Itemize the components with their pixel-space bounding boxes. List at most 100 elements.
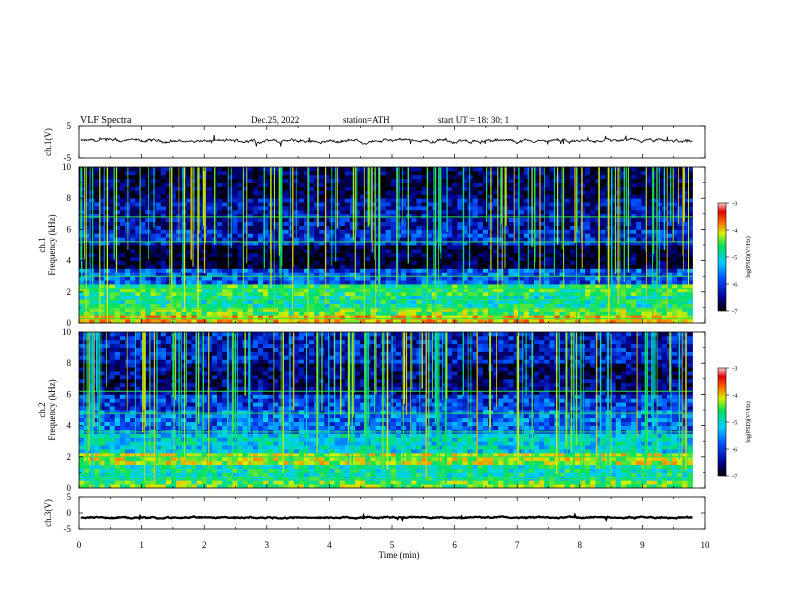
- spectrogram-cell: [114, 194, 121, 199]
- spectrogram-cell: [273, 287, 279, 293]
- spectrogram-cell: [380, 264, 387, 269]
- spectrogram-cell: [201, 303, 208, 308]
- spectrogram-cell: [165, 213, 172, 219]
- spectrogram-cell: [544, 174, 550, 180]
- spectrogram-cell: [687, 280, 693, 285]
- spectrogram-cell: [191, 256, 197, 261]
- spectrogram-cell: [247, 241, 254, 246]
- spectrogram-cell: [145, 264, 151, 269]
- spectrogram-cell: [339, 186, 346, 191]
- spectrogram-cell: [130, 209, 136, 215]
- spectrogram-cell: [646, 221, 652, 226]
- spectrogram-cell: [390, 276, 397, 281]
- spectrogram-cell: [503, 233, 509, 238]
- spectrogram-cell: [314, 174, 320, 180]
- spectrogram-cell: [94, 280, 100, 285]
- spectrogram-cell: [171, 237, 177, 242]
- spectrogram-cell: [487, 295, 494, 300]
- spectrogram-cell: [493, 194, 499, 199]
- spectrogram-cell: [682, 170, 688, 176]
- spectrogram-cell: [324, 315, 330, 320]
- spectrogram-cell: [416, 260, 422, 265]
- spectrogram-cell: [395, 264, 402, 269]
- spectrogram-cell: [135, 248, 141, 254]
- spectrogram-cell: [339, 178, 346, 183]
- spectrogram-cell: [493, 319, 499, 324]
- spectrogram-cell: [334, 307, 341, 312]
- spectrogram-cell: [140, 315, 146, 320]
- spectrogram-cell: [487, 268, 494, 273]
- spectrogram-cell: [590, 178, 596, 183]
- spectrogram-cell: [528, 280, 535, 285]
- spectrogram-cell: [457, 245, 463, 250]
- spectrogram-cell: [472, 319, 479, 324]
- spectrogram-cell: [656, 311, 663, 316]
- spectrogram-cell: [114, 311, 121, 316]
- spectrogram-cell: [339, 167, 346, 172]
- spectrogram-cell: [324, 182, 330, 187]
- spectrogram-cell: [288, 229, 295, 234]
- spectrogram-cell: [324, 311, 330, 316]
- spectrogram-cell: [672, 280, 678, 285]
- spectrogram-cell: [303, 252, 310, 258]
- spectrogram-cell: [677, 272, 683, 277]
- spectrogram-cell: [380, 295, 387, 300]
- spectrogram-cell: [329, 299, 336, 304]
- spectrogram-cell: [600, 209, 606, 215]
- spectrogram-cell: [646, 256, 652, 261]
- spectrogram-cell: [339, 311, 346, 316]
- spectrogram-cell: [554, 272, 560, 277]
- spectrogram-cell: [319, 198, 325, 203]
- spectrogram-cell: [171, 268, 177, 273]
- spectrogram-cell: [288, 233, 295, 238]
- spectrogram-cell: [155, 307, 162, 312]
- spectrogram-cell: [242, 170, 249, 176]
- spectrogram-cell: [677, 190, 683, 195]
- spectrogram-cell: [636, 233, 642, 238]
- spectrogram-cell: [482, 182, 489, 187]
- spectrogram-cell: [498, 291, 504, 297]
- spectrogram-cell: [242, 202, 249, 207]
- spectrogram-cell: [303, 268, 310, 273]
- spectrogram-cell: [513, 167, 520, 172]
- spectrogram-cell: [79, 295, 85, 300]
- spectrogram-cell: [150, 186, 157, 191]
- spectrogram-cell: [677, 206, 683, 211]
- spectrogram-cell: [513, 299, 520, 304]
- spectrogram-cell: [569, 245, 576, 250]
- spectrogram-cell: [365, 248, 371, 254]
- spectrogram-cell: [247, 276, 254, 281]
- spectrogram-cell: [114, 287, 121, 293]
- spectrogram-cell: [334, 272, 341, 277]
- spectrogram-cell: [523, 276, 530, 281]
- spectrogram-cell: [365, 268, 371, 273]
- spectrogram-cell: [508, 245, 514, 250]
- spectrogram-cell: [682, 291, 688, 297]
- spectrogram-cell: [314, 256, 320, 261]
- spectrogram-cell: [160, 206, 167, 211]
- spectrogram-cell: [569, 198, 576, 203]
- spectrogram-cell: [314, 295, 320, 300]
- spectrogram-cell: [288, 252, 295, 258]
- spectrogram-cell: [472, 272, 479, 277]
- spectrogram-cell: [360, 307, 366, 312]
- spectrogram-cell: [298, 245, 305, 250]
- spectrogram-cell: [380, 272, 387, 277]
- spectrogram-cell: [257, 272, 264, 277]
- spectrogram-cell: [559, 272, 566, 277]
- spectrogram-cell: [155, 315, 162, 320]
- spectrogram-cell: [135, 167, 141, 172]
- spectrogram-cell: [99, 256, 105, 261]
- spectrogram-cell: [365, 299, 371, 304]
- spectrogram-cell: [217, 198, 223, 203]
- spectrogram-cell: [508, 237, 514, 242]
- spectrogram-cell: [462, 198, 468, 203]
- spectrogram-cell: [94, 170, 100, 176]
- spectrogram-cell: [498, 252, 504, 258]
- spectrogram-cell: [564, 315, 571, 320]
- spectrogram-cell: [395, 280, 402, 285]
- spectrogram-cell: [114, 182, 121, 187]
- spectrogram-cell: [355, 264, 361, 269]
- spectrogram-cell: [574, 190, 581, 195]
- spectrogram-cell: [421, 311, 428, 316]
